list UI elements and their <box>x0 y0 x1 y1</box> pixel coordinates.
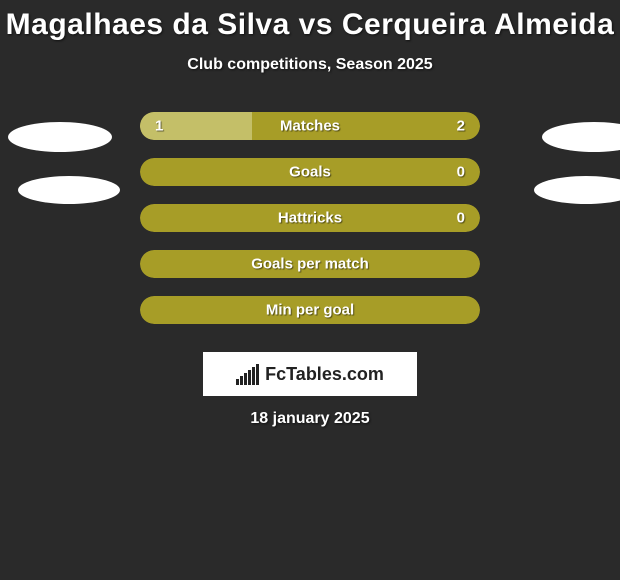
stat-label: Hattricks <box>278 210 342 227</box>
logo: FcTables.com <box>203 352 417 396</box>
stat-row: Hattricks 0 <box>0 204 620 232</box>
stat-row: Matches 1 2 <box>0 112 620 140</box>
logo-text: FcTables.com <box>265 364 384 385</box>
comparison-card: Magalhaes da Silva vs Cerqueira Almeida … <box>0 0 620 580</box>
subtitle: Club competitions, Season 2025 <box>0 56 620 74</box>
stat-row: Goals 0 <box>0 158 620 186</box>
stat-label: Min per goal <box>266 302 354 319</box>
logo-bar <box>248 370 251 385</box>
page-title: Magalhaes da Silva vs Cerqueira Almeida <box>0 0 620 42</box>
stat-pill: Goals per match <box>140 250 480 278</box>
stat-label: Goals <box>289 164 331 181</box>
logo-bar <box>252 367 255 385</box>
stat-right-value: 2 <box>457 118 465 135</box>
stat-label: Matches <box>280 118 340 135</box>
date-label: 18 january 2025 <box>250 410 369 428</box>
stat-pill: Matches 1 2 <box>140 112 480 140</box>
stat-left-value: 1 <box>155 118 163 135</box>
stat-row: Min per goal <box>0 296 620 324</box>
stat-right-value: 0 <box>457 164 465 181</box>
stat-label: Goals per match <box>251 256 369 273</box>
logo-bar <box>244 373 247 385</box>
stats-section: Matches 1 2 Goals 0 Hattricks 0 Goals per match… <box>0 112 620 324</box>
stat-row: Goals per match <box>0 250 620 278</box>
logo-bar <box>240 376 243 385</box>
logo-bar <box>256 364 259 385</box>
logo-bar <box>236 379 239 385</box>
logo-chart-icon <box>236 364 259 385</box>
stat-pill: Goals 0 <box>140 158 480 186</box>
stat-pill: Min per goal <box>140 296 480 324</box>
stat-pill: Hattricks 0 <box>140 204 480 232</box>
stat-right-value: 0 <box>457 210 465 227</box>
